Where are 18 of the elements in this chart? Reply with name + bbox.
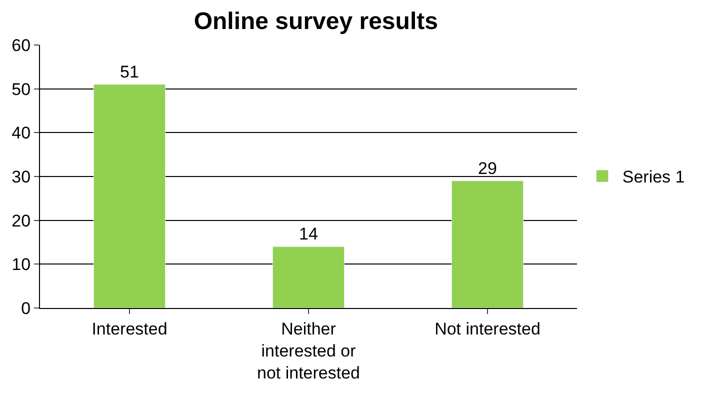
chart-title: Online survey results [194, 8, 438, 35]
legend-label: Series 1 [622, 168, 685, 187]
y-tick-label: 10 [12, 255, 31, 274]
data-label: 51 [120, 62, 139, 82]
data-label: 29 [478, 158, 497, 178]
y-tick-label: 30 [12, 167, 31, 186]
x-tick-label: Not interested [434, 319, 540, 338]
y-tick-label: 40 [12, 124, 31, 143]
x-tick-label: Interested [92, 319, 168, 338]
y-tick-label: 20 [12, 211, 31, 230]
bar [451, 180, 524, 308]
y-tick-label: 50 [12, 80, 31, 99]
x-tick-label: Neither interested or not interested [256, 319, 360, 383]
bar [272, 246, 345, 308]
bar [93, 84, 166, 308]
y-tick-label: 0 [21, 298, 31, 318]
y-tick-label: 60 [12, 36, 31, 55]
data-label: 14 [299, 224, 318, 244]
